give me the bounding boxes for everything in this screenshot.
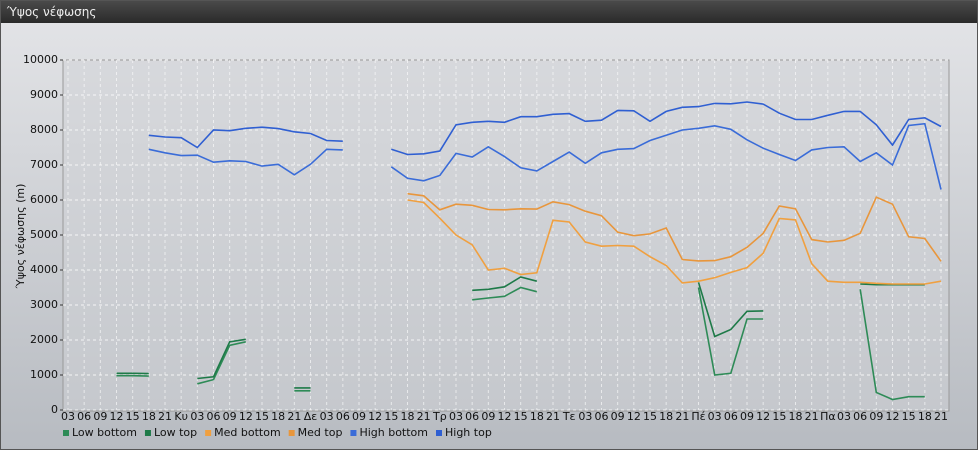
- x-tick-label: 06: [853, 410, 867, 423]
- x-tick-label: 03: [61, 410, 75, 423]
- x-tick-label: 18: [401, 410, 415, 423]
- legend-swatch: [63, 430, 69, 436]
- x-tick-label: Τρ: [432, 410, 447, 423]
- series-line: [407, 199, 942, 285]
- x-tick-label: 06: [595, 410, 609, 423]
- x-tick-label: 18: [789, 410, 803, 423]
- x-tick-label: 21: [417, 410, 431, 423]
- x-tick-label: 12: [239, 410, 253, 423]
- x-tick-label: 06: [465, 410, 479, 423]
- x-tick-label: 03: [708, 410, 722, 423]
- x-tick-label: 09: [352, 410, 366, 423]
- legend-swatch: [436, 430, 442, 436]
- x-tick-label: 06: [207, 410, 221, 423]
- x-tick-label: Κυ: [174, 410, 188, 423]
- legend-swatch: [144, 430, 151, 436]
- series-line: [407, 192, 942, 262]
- x-tick-label: 09: [869, 410, 883, 423]
- x-tick-label: 12: [756, 410, 770, 423]
- y-tick-label: 8000: [30, 123, 58, 136]
- legend-swatch: [205, 430, 212, 436]
- x-tick-label: Δε: [304, 410, 318, 423]
- x-tick-label: Πέ: [691, 410, 705, 423]
- x-tick-label: 06: [77, 410, 91, 423]
- x-tick-label: 12: [368, 410, 382, 423]
- x-tick-label: 15: [126, 410, 140, 423]
- y-tick-label: 6000: [30, 193, 58, 206]
- x-tick-label: 15: [514, 410, 528, 423]
- y-tick-label: 1000: [30, 368, 58, 381]
- x-tick-label: 12: [498, 410, 512, 423]
- x-tick-label: 09: [740, 410, 754, 423]
- y-tick-label: 2000: [30, 333, 58, 346]
- x-tick-label: 15: [902, 410, 916, 423]
- x-tick-label: 06: [336, 410, 350, 423]
- y-axis-label: Ύψος νέφωσης (m): [14, 184, 27, 290]
- series-line: [116, 276, 925, 389]
- legend-swatch: [288, 430, 295, 436]
- x-tick-label: Τε: [562, 410, 576, 423]
- series-line: [148, 101, 942, 156]
- series-line: [116, 286, 925, 401]
- x-tick-label: 03: [578, 410, 592, 423]
- x-tick-label: 21: [546, 410, 560, 423]
- x-tick-label: 03: [837, 410, 851, 423]
- window-title: Ύψος νέφωσης: [1, 1, 977, 23]
- x-tick-label: 03: [320, 410, 334, 423]
- legend-label: Low bottom: [72, 426, 137, 439]
- y-tick-label: 5000: [30, 228, 58, 241]
- x-tick-label: 21: [158, 410, 172, 423]
- x-tick-label: 09: [611, 410, 625, 423]
- x-tick-label: 09: [481, 410, 495, 423]
- x-tick-label: 03: [449, 410, 463, 423]
- x-tick-label: 09: [223, 410, 237, 423]
- legend-label: Low top: [154, 426, 197, 439]
- legend-label: High bottom: [359, 426, 428, 439]
- y-tick-label: 0: [51, 403, 58, 416]
- legend-label: Med bottom: [214, 426, 281, 439]
- x-tick-label: 21: [934, 410, 948, 423]
- x-tick-label: 15: [255, 410, 269, 423]
- x-tick-label: 18: [659, 410, 673, 423]
- x-tick-label: 21: [675, 410, 689, 423]
- x-tick-label: 12: [886, 410, 900, 423]
- x-tick-label: 06: [724, 410, 738, 423]
- legend-label: High top: [445, 426, 492, 439]
- y-tick-label: 9000: [30, 88, 58, 101]
- y-tick-label: 3000: [30, 298, 58, 311]
- y-tick-label: 10000: [23, 53, 58, 66]
- x-tick-label: 03: [190, 410, 204, 423]
- x-tick-label: 15: [384, 410, 398, 423]
- y-tick-label: 7000: [30, 158, 58, 171]
- x-tick-label: 18: [918, 410, 932, 423]
- x-tick-label: 15: [772, 410, 786, 423]
- x-tick-label: 15: [643, 410, 657, 423]
- x-tick-label: 21: [805, 410, 819, 423]
- x-tick-label: 12: [627, 410, 641, 423]
- series-line: [148, 122, 942, 190]
- y-tick-label: 4000: [30, 263, 58, 276]
- x-tick-label: 12: [110, 410, 124, 423]
- x-tick-label: 09: [93, 410, 107, 423]
- x-tick-label: 18: [142, 410, 156, 423]
- x-tick-label: Πα: [820, 410, 836, 423]
- legend-swatch: [350, 430, 357, 436]
- x-tick-label: 18: [271, 410, 285, 423]
- legend-label: Med top: [298, 426, 343, 439]
- x-tick-label: 18: [530, 410, 544, 423]
- x-tick-label: 21: [287, 410, 301, 423]
